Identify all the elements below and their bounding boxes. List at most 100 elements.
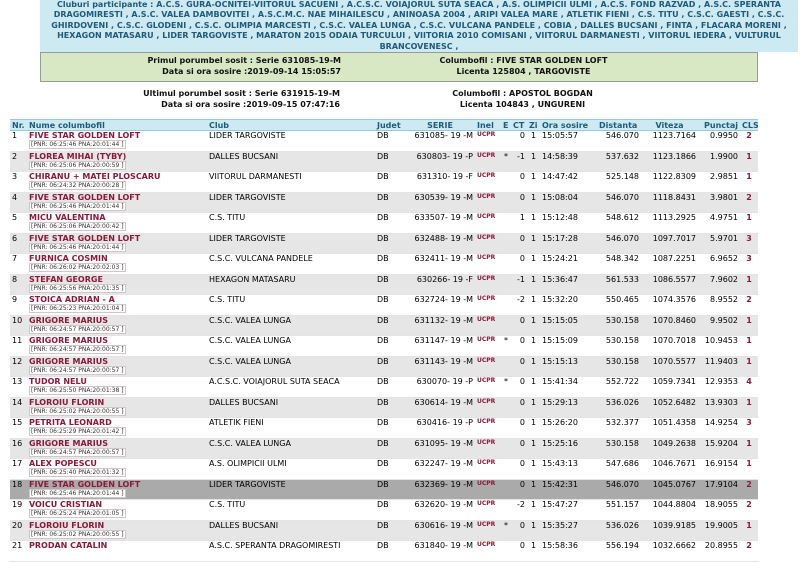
row-name: FIVE STAR GOLDEN LOFT [PNR: 06:25:46 PNA:… [27, 479, 207, 500]
row-ora: 15:25:16 [540, 438, 597, 459]
fancier-name-link[interactable]: PETRITA LEONARD [29, 418, 112, 427]
col-header-ora[interactable]: Ora sosire [540, 119, 597, 131]
fancier-name-link[interactable]: GRIGORE MARIUS [29, 336, 109, 345]
row-ora: 15:47:27 [540, 499, 597, 521]
table-row[interactable]: 7 FURNICA COSMIN [PNR: 06:26:02 PNA:20:02:… [10, 253, 758, 275]
table-row[interactable]: 6 FIVE STAR GOLDEN LOFT [PNR: 06:25:46 PNA… [10, 233, 758, 254]
fancier-name-link[interactable]: STEFAN GEORGE [29, 274, 103, 284]
fancier-name-link[interactable]: FURNICA COSMIN [29, 254, 108, 263]
table-row[interactable]: 10 GRIGORE MARIUS [PNR: 06:24:57 PNA:20:00… [10, 315, 758, 336]
ring-federation-badge: UCPR [477, 541, 496, 548]
row-nr: 16 [10, 438, 27, 459]
col-header-name[interactable]: Nume columbofil [27, 119, 207, 131]
col-header-e[interactable]: E [501, 119, 511, 131]
row-ct: 0 [511, 417, 527, 439]
table-row[interactable]: 20 FLOROIU FLORIN [PNR: 06:25:02 PNA:20:00… [10, 520, 758, 541]
col-header-nr[interactable]: Nr. [10, 119, 27, 131]
fancier-name-link[interactable]: GRIGORE MARIUS [29, 438, 109, 448]
fancier-name-link[interactable]: FLOREA MIHAI (TYBY) [29, 151, 127, 161]
row-vit: 1122.8309 [641, 171, 698, 193]
table-row[interactable]: 13 TUDOR NELU [PNR: 06:25:50 PNA:20:01:38 … [10, 376, 758, 398]
participating-clubs-label: Cluburi participante : [57, 0, 154, 9]
row-nr: 1 [10, 130, 27, 152]
row-pct: 13.9303 [698, 397, 740, 418]
row-cls: 1 [740, 171, 758, 193]
row-club: LIDER TARGOVISTE [207, 479, 375, 500]
row-vit: 1087.2251 [641, 253, 698, 275]
table-row[interactable]: 5 MICU VALENTINA [PNR: 06:25:06 PNA:20:00:… [10, 212, 758, 234]
col-header-zi[interactable]: Zi [527, 119, 540, 131]
fancier-name-link[interactable]: FIVE STAR GOLDEN LOFT [29, 131, 141, 140]
row-nr: 19 [10, 499, 27, 521]
row-pct: 6.9652 [698, 253, 740, 275]
fancier-name-link[interactable]: ALEX POPESCU [29, 459, 97, 468]
row-judet: DB [375, 376, 405, 398]
fancier-name-link[interactable]: FIVE STAR GOLDEN LOFT [29, 479, 141, 489]
fancier-name-link[interactable]: CHIRANU + MATEI PLOSCARU [29, 172, 161, 181]
fancier-name-link[interactable]: VOICU CRISTIAN [29, 500, 103, 509]
col-header-ct[interactable]: CT [511, 119, 527, 131]
row-name: PETRITA LEONARD [PNR: 06:25:29 PNA:20:01:… [27, 417, 207, 439]
fancier-name-link[interactable]: GRIGORE MARIUS [29, 315, 109, 325]
row-serie: 632369- 19 -M [405, 479, 475, 500]
table-row[interactable]: 16 GRIGORE MARIUS [PNR: 06:24:57 PNA:20:00… [10, 438, 758, 459]
row-judet: DB [375, 253, 405, 275]
fancier-name-link[interactable]: TUDOR NELU [29, 377, 87, 386]
row-nr: 20 [10, 520, 27, 541]
fancier-name-link[interactable]: FLOROIU FLORIN [29, 520, 105, 530]
col-header-cls[interactable]: CLS [740, 119, 758, 131]
table-row[interactable]: 12 GRIGORE MARIUS [PNR: 06:24:57 PNA:20:00… [10, 356, 758, 377]
col-header-viteza[interactable]: Viteza [641, 119, 698, 131]
row-dist: 530.158 [597, 335, 641, 357]
fancier-name-link[interactable]: STOICA ADRIAN - A [29, 295, 115, 304]
col-header-punctaj[interactable]: Punctaj [698, 119, 740, 131]
fancier-name-link[interactable]: PRODAN CATALIN [29, 541, 108, 550]
fancier-name-link[interactable]: MICU VALENTINA [29, 213, 106, 222]
row-dist: 525.148 [597, 171, 641, 193]
fancier-times-note: [PNR: 06:25:46 PNA:20:01:44 ] [29, 140, 126, 149]
row-inel: UCPR [475, 294, 501, 316]
table-row[interactable]: 4 FIVE STAR GOLDEN LOFT [PNR: 06:25:46 PNA… [10, 192, 758, 213]
row-zi: 1 [527, 335, 540, 357]
fancier-name-link[interactable]: FIVE STAR GOLDEN LOFT [29, 192, 141, 202]
table-row[interactable]: 1 FIVE STAR GOLDEN LOFT [PNR: 06:25:46 PNA… [10, 130, 758, 152]
fancier-name-link[interactable]: FLOROIU FLORIN [29, 397, 105, 407]
row-pct: 19.9005 [698, 520, 740, 541]
last-arrival-datetime: Data si ora sosire :2019-09-15 07:47:16 [161, 99, 340, 109]
row-judet: DB [375, 520, 405, 541]
row-club: C.S.C. VALEA LUNGA [207, 356, 375, 377]
table-row[interactable]: 9 STOICA ADRIAN - A [PNR: 06:25:23 PNA:20:… [10, 294, 758, 316]
row-pct: 8.9552 [698, 294, 740, 316]
col-header-club[interactable]: Club [207, 119, 375, 131]
fancier-name-link[interactable]: FIVE STAR GOLDEN LOFT [29, 233, 141, 243]
row-ct: 0 [511, 458, 527, 480]
row-ora: 15:17:28 [540, 233, 597, 254]
table-row[interactable]: 3 CHIRANU + MATEI PLOSCARU [PNR: 06:24:32 … [10, 171, 758, 193]
table-row[interactable]: 18 FIVE STAR GOLDEN LOFT [PNR: 06:25:46 PN… [10, 479, 758, 500]
table-row[interactable]: 2 FLOREA MIHAI (TYBY) [PNR: 06:25:06 PNA:2… [10, 151, 758, 172]
col-header-inel[interactable]: Inel [475, 119, 501, 131]
fancier-name-link[interactable]: GRIGORE MARIUS [29, 356, 109, 366]
row-pct: 5.9701 [698, 233, 740, 254]
fancier-times-note: [PNR: 06:25:06 PNA:20:00:42 ] [29, 222, 126, 231]
row-ora: 15:43:13 [540, 458, 597, 480]
row-inel: UCPR [475, 397, 501, 418]
row-serie: 630803- 19 -P [405, 151, 475, 172]
row-club: LIDER TARGOVISTE [207, 233, 375, 254]
col-header-judet[interactable]: Judet [375, 119, 405, 131]
table-row[interactable]: 8 STEFAN GEORGE [PNR: 06:25:56 PNA:20:01:3… [10, 274, 758, 295]
fancier-times-note: [PNR: 06:25:06 PNA:20:00:59 ] [29, 160, 126, 170]
ring-federation-badge: UCPR [477, 397, 496, 405]
table-row[interactable]: 15 PETRITA LEONARD [PNR: 06:25:29 PNA:20:0… [10, 417, 758, 439]
table-row[interactable]: 14 FLOROIU FLORIN [PNR: 06:25:02 PNA:20:00… [10, 397, 758, 418]
table-row[interactable]: 11 GRIGORE MARIUS [PNR: 06:24:57 PNA:20:00… [10, 335, 758, 357]
col-header-distanta[interactable]: Distanta [597, 119, 641, 131]
col-header-serie[interactable]: SERIE [405, 119, 475, 131]
ring-federation-badge: UCPR [477, 459, 496, 466]
row-ora: 15:42:31 [540, 479, 597, 500]
row-nr: 10 [10, 315, 27, 336]
row-inel: UCPR [475, 171, 501, 193]
table-row[interactable]: 17 ALEX POPESCU [PNR: 06:25:40 PNA:20:01:3… [10, 458, 758, 480]
table-row[interactable]: 19 VOICU CRISTIAN [PNR: 06:25:24 PNA:20:01… [10, 499, 758, 521]
fancier-times-note: [PNR: 06:25:29 PNA:20:01:42 ] [29, 427, 126, 436]
